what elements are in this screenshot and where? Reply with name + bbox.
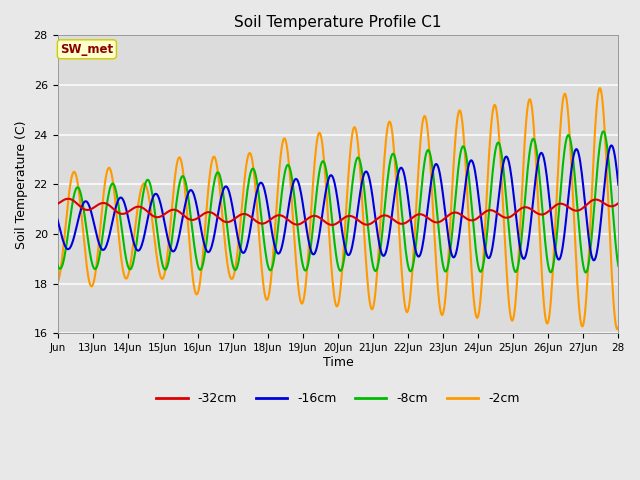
X-axis label: Time: Time [323, 356, 353, 369]
Title: Soil Temperature Profile C1: Soil Temperature Profile C1 [234, 15, 442, 30]
Legend: -32cm, -16cm, -8cm, -2cm: -32cm, -16cm, -8cm, -2cm [152, 387, 525, 410]
Text: SW_met: SW_met [60, 43, 113, 56]
Y-axis label: Soil Temperature (C): Soil Temperature (C) [15, 120, 28, 249]
